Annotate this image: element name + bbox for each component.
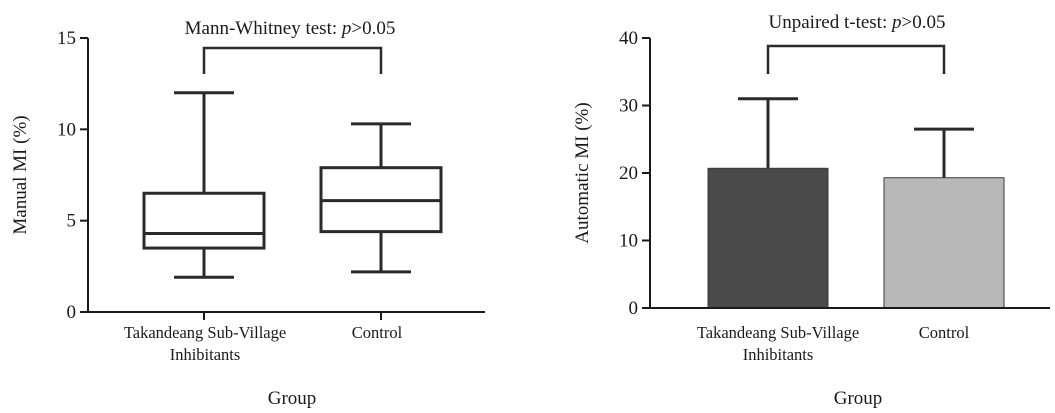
right-x-axis-label: Group [834, 388, 883, 409]
left-y-tick-label: 5 [67, 211, 77, 232]
right-y-tick-label: 40 [619, 28, 638, 49]
left-x-axis [88, 311, 485, 320]
left-x-tick-labels: Takandeang Sub-Village Inhibitants Control [124, 323, 403, 364]
left-y-tick-label: 10 [57, 119, 76, 140]
left-x-axis-label: Group [268, 388, 317, 409]
bar [707, 167, 829, 309]
right-x-tick-labels: Takandeang Sub-Village Inhibitants Control [697, 323, 970, 364]
left-x-tick-label: Control [352, 323, 403, 342]
right-y-tick-label: 10 [619, 231, 638, 252]
left-significance-bracket [202, 46, 383, 74]
right-significance-bracket [766, 44, 946, 74]
left-y-tick-label: 0 [67, 302, 77, 323]
left-bracket-line [202, 46, 383, 74]
right-x-tick-label: Control [919, 323, 970, 342]
right-title: Unpaired t-test: p>0.05 [769, 12, 946, 33]
left-boxplots [142, 91, 443, 279]
left-x-tick-label: Takandeang Sub-Village [124, 323, 286, 342]
right-chart: Unpaired t-test: p>0.05 Automatic MI (%)… [572, 12, 1050, 409]
left-y-axis-label: Manual MI (%) [10, 115, 31, 234]
left-y-tick-label: 15 [57, 28, 76, 49]
left-x-tick-label: Inhibitants [170, 345, 241, 364]
left-title: Mann-Whitney test: p>0.05 [185, 18, 396, 39]
box-iqr [142, 191, 266, 250]
bar [883, 177, 1005, 309]
right-x-tick-label: Takandeang Sub-Village [697, 323, 859, 342]
right-y-tick-label: 30 [619, 96, 638, 117]
right-bars [707, 97, 1005, 309]
right-y-tick-label: 0 [629, 298, 639, 319]
right-y-tick-label: 20 [619, 163, 638, 184]
left-chart: Mann-Whitney test: p>0.05 Manual MI (%) … [10, 18, 485, 409]
right-y-axis: 0 10 20 30 40 [619, 28, 651, 319]
left-y-axis: 0 5 10 15 [57, 28, 89, 323]
right-x-tick-label: Inhibitants [743, 345, 814, 364]
right-bracket-line [766, 44, 946, 74]
right-y-axis-label: Automatic MI (%) [572, 102, 593, 243]
